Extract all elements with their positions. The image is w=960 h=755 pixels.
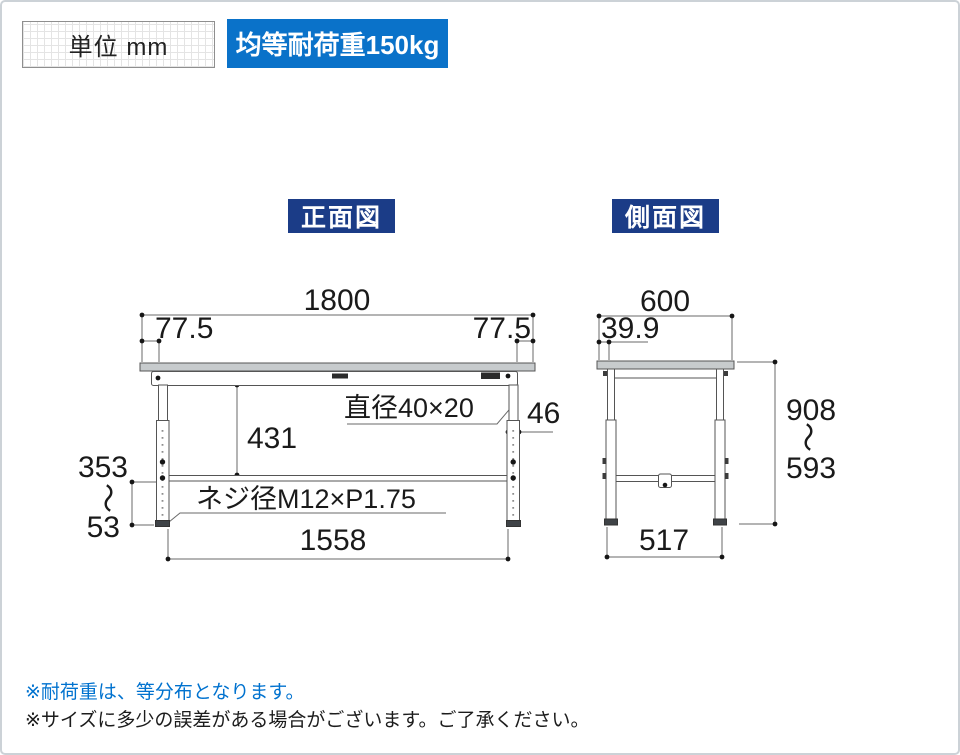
side-overhang-dim: 39.9 [601,312,659,345]
front-leg-span-dim: 1558 [300,524,367,557]
front-view-workbench [139,362,536,527]
front-screw-note: ネジ径M12×P1.75 [196,484,416,514]
side-right-leg-lower [714,419,726,521]
side-view-title-label: 側面図 [624,204,706,232]
front-view-dim-lines [131,314,553,560]
side-crossbar-bracket [658,473,672,488]
unit-label-box: 単位 mm [22,21,215,68]
front-adjust-tilde: 〜 [90,483,123,513]
front-view-title: 正面図 [288,199,395,233]
front-left-leg-lower [156,420,170,522]
side-left-leg-upper [607,368,615,424]
side-right-leg-upper [716,368,724,424]
side-tabletop [596,360,735,370]
side-view-dim-dots [596,313,778,560]
side-height-max-dim: 908 [786,394,836,427]
side-left-foot [604,518,618,526]
front-apron-decal-right [481,372,500,379]
front-right-leg-upper [508,384,519,424]
unit-label: 単位 mm [68,34,169,61]
front-apron-decal-left [332,373,348,379]
front-crossbar [168,475,508,482]
front-view-dim-text: 1800 77.5 77.5 431 直径40×20 46 353 〜 53 ネ… [78,284,560,557]
front-pipe-note: 直径40×20 [344,393,474,423]
front-view-title-label: 正面図 [300,204,382,232]
side-height-tilde: 〜 [790,422,823,452]
front-left-leg-upper [158,384,168,424]
load-capacity-badge: 均等耐荷重150kg [227,19,448,68]
size-tolerance-note: ※サイズに多少の誤差がある場合がございます。ご了承ください。 [25,710,590,731]
load-distribution-note: ※耐荷重は、等分布となります。 [25,682,305,703]
front-overhang-left-dim: 77.5 [155,312,213,345]
side-leg-span-dim: 517 [639,524,689,557]
front-width-dim: 1800 [304,284,371,317]
front-clearance-dim: 431 [247,422,297,455]
side-depth-dim: 600 [640,285,690,318]
front-overhang-right-dim: 77.5 [473,312,531,345]
load-capacity-label: 均等耐荷重150kg [235,30,440,60]
side-view-workbench [596,360,735,526]
front-left-foot [155,520,170,527]
front-right-foot [506,520,521,527]
side-view-dim-text: 600 39.9 908 〜 593 517 [601,285,836,557]
front-tabletop [139,362,536,372]
front-adjust-min-dim: 53 [87,511,120,544]
front-leg-width-dim: 46 [527,397,560,430]
side-right-foot [713,518,727,526]
front-adjust-max-dim: 353 [78,451,128,484]
side-view-title: 側面図 [612,199,719,233]
front-right-leg-lower [506,420,520,522]
side-height-min-dim: 593 [786,452,836,485]
side-left-leg-lower [605,419,617,521]
side-view-dim-lines [598,315,776,558]
